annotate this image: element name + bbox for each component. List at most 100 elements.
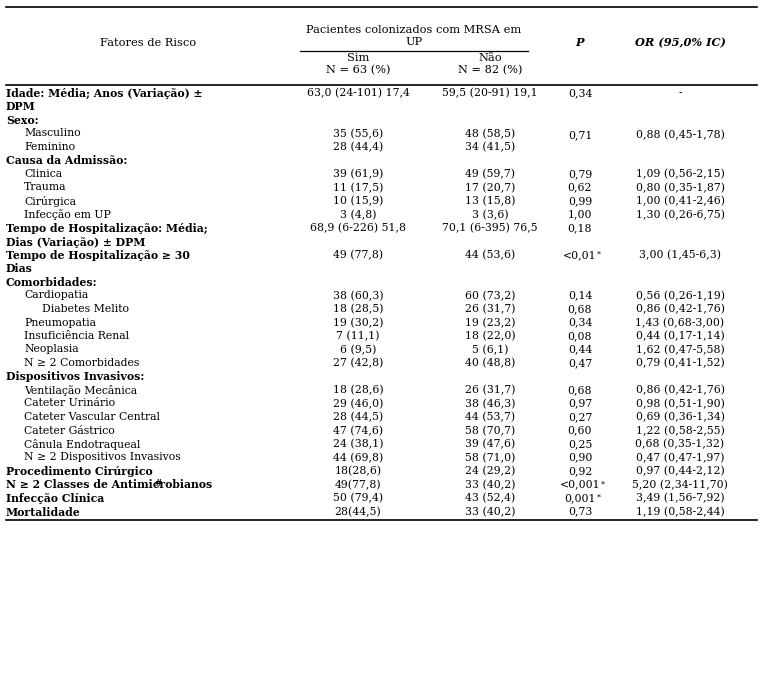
- Text: 44 (53,7): 44 (53,7): [465, 412, 515, 423]
- Text: 0,71: 0,71: [568, 130, 592, 140]
- Text: 0,25: 0,25: [568, 439, 592, 449]
- Text: 0,68: 0,68: [568, 304, 592, 314]
- Text: 0,34: 0,34: [568, 318, 592, 327]
- Text: Clinica: Clinica: [24, 169, 62, 179]
- Text: Cateter Urinário: Cateter Urinário: [24, 398, 115, 409]
- Text: Trauma: Trauma: [24, 183, 66, 193]
- Text: 3 (4,8): 3 (4,8): [340, 209, 376, 220]
- Text: 5 (6,1): 5 (6,1): [472, 345, 508, 355]
- Text: Insuficiência Renal: Insuficiência Renal: [24, 331, 129, 341]
- Text: 18 (28,5): 18 (28,5): [333, 304, 383, 314]
- Text: 44 (69,8): 44 (69,8): [333, 452, 383, 463]
- Text: Procedimento Cirúrgico: Procedimento Cirúrgico: [6, 466, 153, 477]
- Text: 0,80 (0,35-1,87): 0,80 (0,35-1,87): [636, 183, 725, 193]
- Text: 0,90: 0,90: [568, 452, 592, 462]
- Text: 33 (40,2): 33 (40,2): [465, 480, 515, 490]
- Text: 50 (79,4): 50 (79,4): [333, 493, 383, 503]
- Text: 3,00 (1,45-6,3): 3,00 (1,45-6,3): [639, 250, 721, 261]
- Text: *: *: [597, 494, 601, 502]
- Text: 49(77,8): 49(77,8): [335, 480, 382, 490]
- Text: 48 (58,5): 48 (58,5): [465, 129, 515, 139]
- Text: 0,62: 0,62: [568, 183, 592, 193]
- Text: Dias: Dias: [6, 263, 33, 275]
- Text: 1,09 (0,56-2,15): 1,09 (0,56-2,15): [636, 169, 724, 179]
- Text: Não
N = 82 (%): Não N = 82 (%): [458, 53, 522, 75]
- Text: 0,88 (0,45-1,78): 0,88 (0,45-1,78): [636, 130, 724, 140]
- Text: 10 (15,9): 10 (15,9): [333, 196, 383, 206]
- Text: Dias (Variação) ± DPM: Dias (Variação) ± DPM: [6, 236, 146, 247]
- Text: 38 (46,3): 38 (46,3): [465, 398, 515, 409]
- Text: Tempo de Hospitalização: Média;: Tempo de Hospitalização: Média;: [6, 223, 208, 234]
- Text: 0,08: 0,08: [568, 331, 592, 341]
- Text: 0,86 (0,42-1,76): 0,86 (0,42-1,76): [636, 304, 725, 314]
- Text: 63,0 (24-101) 17,4: 63,0 (24-101) 17,4: [307, 88, 410, 99]
- Text: N ≥ 2 Comorbidades: N ≥ 2 Comorbidades: [24, 358, 140, 368]
- Text: Dispositivos Invasivos:: Dispositivos Invasivos:: [6, 372, 144, 382]
- Text: 0,69 (0,36-1,34): 0,69 (0,36-1,34): [636, 412, 725, 423]
- Text: 18 (28,6): 18 (28,6): [333, 385, 383, 395]
- Text: 5,20 (2,34-11,70): 5,20 (2,34-11,70): [632, 480, 728, 490]
- Text: 0,14: 0,14: [568, 291, 592, 300]
- Text: Cirúrgica: Cirúrgica: [24, 196, 76, 207]
- Text: Ventilação Mecânica: Ventilação Mecânica: [24, 385, 137, 396]
- Text: 1,43 (0,68-3,00): 1,43 (0,68-3,00): [636, 318, 725, 328]
- Text: N ≥ 2 Dispositivos Invasivos: N ≥ 2 Dispositivos Invasivos: [24, 452, 181, 462]
- Text: Mortalidade: Mortalidade: [6, 507, 81, 518]
- Text: Fatores de Risco: Fatores de Risco: [100, 38, 196, 48]
- Text: 19 (30,2): 19 (30,2): [333, 318, 383, 328]
- Text: OR (95,0% IC): OR (95,0% IC): [635, 38, 726, 49]
- Text: 59,5 (20-91) 19,1: 59,5 (20-91) 19,1: [443, 88, 538, 99]
- Text: 33 (40,2): 33 (40,2): [465, 507, 515, 517]
- Text: 35 (55,6): 35 (55,6): [333, 129, 383, 139]
- Text: 39 (61,9): 39 (61,9): [333, 169, 383, 179]
- Text: 0,47 (0,47-1,97): 0,47 (0,47-1,97): [636, 452, 724, 463]
- Text: 43 (52,4): 43 (52,4): [465, 493, 515, 503]
- Text: Cateter Vascular Central: Cateter Vascular Central: [24, 412, 160, 422]
- Text: 0,68: 0,68: [568, 385, 592, 395]
- Text: Neoplasia: Neoplasia: [24, 345, 79, 354]
- Text: 0,97: 0,97: [568, 398, 592, 409]
- Text: 34 (41,5): 34 (41,5): [465, 142, 515, 152]
- Text: Sim
N = 63 (%): Sim N = 63 (%): [326, 53, 390, 75]
- Text: 1,00 (0,41-2,46): 1,00 (0,41-2,46): [636, 196, 725, 206]
- Text: 0,60: 0,60: [568, 425, 592, 436]
- Text: 1,62 (0,47-5,58): 1,62 (0,47-5,58): [636, 345, 724, 355]
- Text: 40 (48,8): 40 (48,8): [465, 358, 515, 368]
- Text: 27 (42,8): 27 (42,8): [333, 358, 383, 368]
- Text: Infecção em UP: Infecção em UP: [24, 209, 111, 220]
- Text: 17 (20,7): 17 (20,7): [465, 183, 515, 193]
- Text: 11 (17,5): 11 (17,5): [333, 183, 383, 193]
- Text: 0,79 (0,41-1,52): 0,79 (0,41-1,52): [636, 358, 724, 368]
- Text: Tempo de Hospitalização ≥ 30: Tempo de Hospitalização ≥ 30: [6, 250, 190, 261]
- Text: 0,92: 0,92: [568, 466, 592, 476]
- Text: 18(28,6): 18(28,6): [334, 466, 382, 476]
- Text: Pneumopatia: Pneumopatia: [24, 318, 96, 327]
- Text: 0,99: 0,99: [568, 196, 592, 206]
- Text: 58 (71,0): 58 (71,0): [465, 452, 515, 463]
- Text: 0,86 (0,42-1,76): 0,86 (0,42-1,76): [636, 385, 725, 395]
- Text: Cateter Gástrico: Cateter Gástrico: [24, 425, 114, 436]
- Text: 1,30 (0,26-6,75): 1,30 (0,26-6,75): [636, 209, 725, 220]
- Text: #: #: [154, 480, 162, 489]
- Text: 60 (73,2): 60 (73,2): [465, 291, 515, 301]
- Text: Infecção Clínica: Infecção Clínica: [6, 493, 105, 504]
- Text: <0,001: <0,001: [560, 480, 600, 489]
- Text: 6 (9,5): 6 (9,5): [340, 345, 376, 355]
- Text: 49 (59,7): 49 (59,7): [465, 169, 515, 179]
- Text: 70,1 (6-395) 76,5: 70,1 (6-395) 76,5: [443, 223, 538, 234]
- Text: <0,01: <0,01: [563, 250, 597, 260]
- Text: 0,79: 0,79: [568, 169, 592, 179]
- Text: 28(44,5): 28(44,5): [335, 507, 382, 517]
- Text: 0,47: 0,47: [568, 358, 592, 368]
- Text: 38 (60,3): 38 (60,3): [333, 291, 383, 301]
- Text: 0,73: 0,73: [568, 507, 592, 516]
- Text: 24 (38,1): 24 (38,1): [333, 439, 383, 450]
- Text: 28 (44,4): 28 (44,4): [333, 142, 383, 152]
- Text: 1,22 (0,58-2,55): 1,22 (0,58-2,55): [636, 425, 724, 436]
- Text: 39 (47,6): 39 (47,6): [465, 439, 515, 450]
- Text: 19 (23,2): 19 (23,2): [465, 318, 515, 328]
- Text: Causa da Admissão:: Causa da Admissão:: [6, 156, 127, 167]
- Text: 29 (46,0): 29 (46,0): [333, 398, 383, 409]
- Text: 0,44 (0,17-1,14): 0,44 (0,17-1,14): [636, 331, 724, 341]
- Text: Pacientes colonizados com MRSA em
UP: Pacientes colonizados com MRSA em UP: [307, 25, 522, 47]
